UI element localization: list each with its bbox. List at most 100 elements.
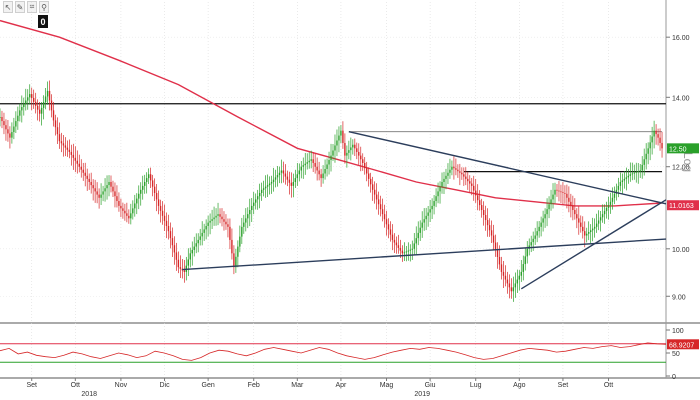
candle-body bbox=[249, 210, 251, 215]
candle-body bbox=[165, 220, 168, 226]
candle-body bbox=[219, 214, 221, 217]
candle-body bbox=[9, 133, 11, 138]
candle-body bbox=[524, 256, 526, 265]
candle-body bbox=[258, 192, 261, 197]
candle-body bbox=[205, 225, 207, 230]
candle-body bbox=[512, 287, 515, 292]
month-label: Mar bbox=[291, 382, 304, 389]
candle-body bbox=[3, 121, 5, 126]
candle-body bbox=[40, 107, 43, 114]
candle-body bbox=[649, 142, 651, 149]
month-label: Ott bbox=[604, 382, 613, 389]
candle-body bbox=[17, 115, 19, 122]
candle-body bbox=[373, 189, 376, 195]
candle-body bbox=[169, 231, 172, 239]
candle-body bbox=[116, 196, 118, 202]
candle-body bbox=[106, 185, 108, 189]
candle-body bbox=[280, 170, 283, 173]
candle-body bbox=[151, 180, 154, 187]
candle-body bbox=[66, 147, 69, 150]
candle-body bbox=[149, 174, 152, 181]
candle-body bbox=[288, 179, 291, 183]
candle-body bbox=[217, 214, 219, 216]
candle-body bbox=[183, 270, 186, 272]
candle-body bbox=[364, 162, 366, 169]
candle-body bbox=[124, 210, 126, 214]
candle-body bbox=[407, 250, 410, 252]
candle-body bbox=[229, 226, 231, 240]
candle-body bbox=[253, 202, 255, 206]
candle-body bbox=[476, 195, 479, 201]
candle-body bbox=[587, 232, 590, 234]
candle-body bbox=[441, 181, 443, 187]
candle-body bbox=[467, 178, 469, 182]
candle-body bbox=[362, 159, 364, 163]
candle-body bbox=[611, 197, 614, 202]
candle-body bbox=[617, 185, 620, 190]
arrow-tool-icon[interactable]: ↖ bbox=[3, 1, 13, 13]
pencil-tool-icon[interactable]: ✎ bbox=[15, 1, 25, 13]
candle-body bbox=[140, 189, 142, 194]
candle-body bbox=[110, 181, 112, 187]
candle-body bbox=[38, 109, 41, 114]
zero-badge: 0 bbox=[38, 15, 48, 28]
candle-body bbox=[42, 102, 45, 108]
crop-tool-icon[interactable]: ⌗ bbox=[27, 1, 37, 13]
candle-body bbox=[615, 189, 618, 194]
candle-body bbox=[540, 222, 542, 227]
candle-body bbox=[552, 194, 554, 200]
candle-body bbox=[506, 279, 509, 284]
month-label: Feb bbox=[248, 382, 260, 389]
zoom-tool-icon[interactable]: ⚲ bbox=[39, 1, 49, 13]
candle-body bbox=[621, 180, 624, 182]
month-label: Set bbox=[558, 382, 569, 389]
candle-body bbox=[419, 227, 421, 233]
candle-body bbox=[316, 166, 318, 171]
candle-body bbox=[601, 214, 604, 218]
candle-body bbox=[443, 178, 445, 182]
candle-body bbox=[447, 172, 449, 176]
candle-body bbox=[94, 188, 96, 192]
candle-body bbox=[245, 218, 247, 223]
candle-body bbox=[484, 214, 487, 221]
candle-body bbox=[112, 186, 114, 192]
candle-body bbox=[86, 175, 88, 179]
candle-body bbox=[574, 210, 576, 215]
candle-body bbox=[544, 214, 546, 219]
candle-body bbox=[328, 160, 330, 165]
candle-body bbox=[475, 190, 477, 196]
candle-body bbox=[580, 222, 582, 227]
candle-body bbox=[36, 105, 39, 110]
candle-body bbox=[469, 181, 471, 184]
candle-body bbox=[189, 253, 191, 260]
candle-body bbox=[375, 194, 378, 200]
candle-body bbox=[247, 214, 249, 219]
candle-body bbox=[397, 245, 400, 248]
rsi-value-label: 68.9207 bbox=[669, 342, 694, 349]
candle-body bbox=[473, 185, 475, 191]
candle-body bbox=[78, 163, 80, 167]
rsi-tick-label: 50 bbox=[672, 351, 680, 358]
grid bbox=[0, 0, 700, 379]
candle-body bbox=[266, 185, 269, 187]
candle-body bbox=[44, 96, 47, 103]
candle-body bbox=[292, 181, 295, 186]
candle-body bbox=[102, 191, 104, 195]
candle-body bbox=[516, 279, 519, 284]
candle-body bbox=[68, 149, 71, 152]
candle-body bbox=[324, 168, 326, 174]
candle-body bbox=[554, 189, 556, 195]
candle-body bbox=[514, 283, 517, 288]
candle-body bbox=[619, 181, 622, 186]
candle-body bbox=[631, 173, 634, 175]
time-axis: Set Ott Nov Dic Gen Feb Mar Apr Mag Giu Lug Ago Set O… bbox=[26, 378, 613, 398]
candle-body bbox=[607, 204, 610, 208]
candle-body bbox=[88, 178, 90, 182]
candle-body bbox=[586, 233, 588, 236]
candle-body bbox=[627, 175, 630, 178]
candle-body bbox=[272, 179, 275, 182]
candle-body bbox=[589, 230, 592, 233]
candle-body bbox=[556, 189, 558, 191]
candle-body bbox=[23, 103, 25, 108]
